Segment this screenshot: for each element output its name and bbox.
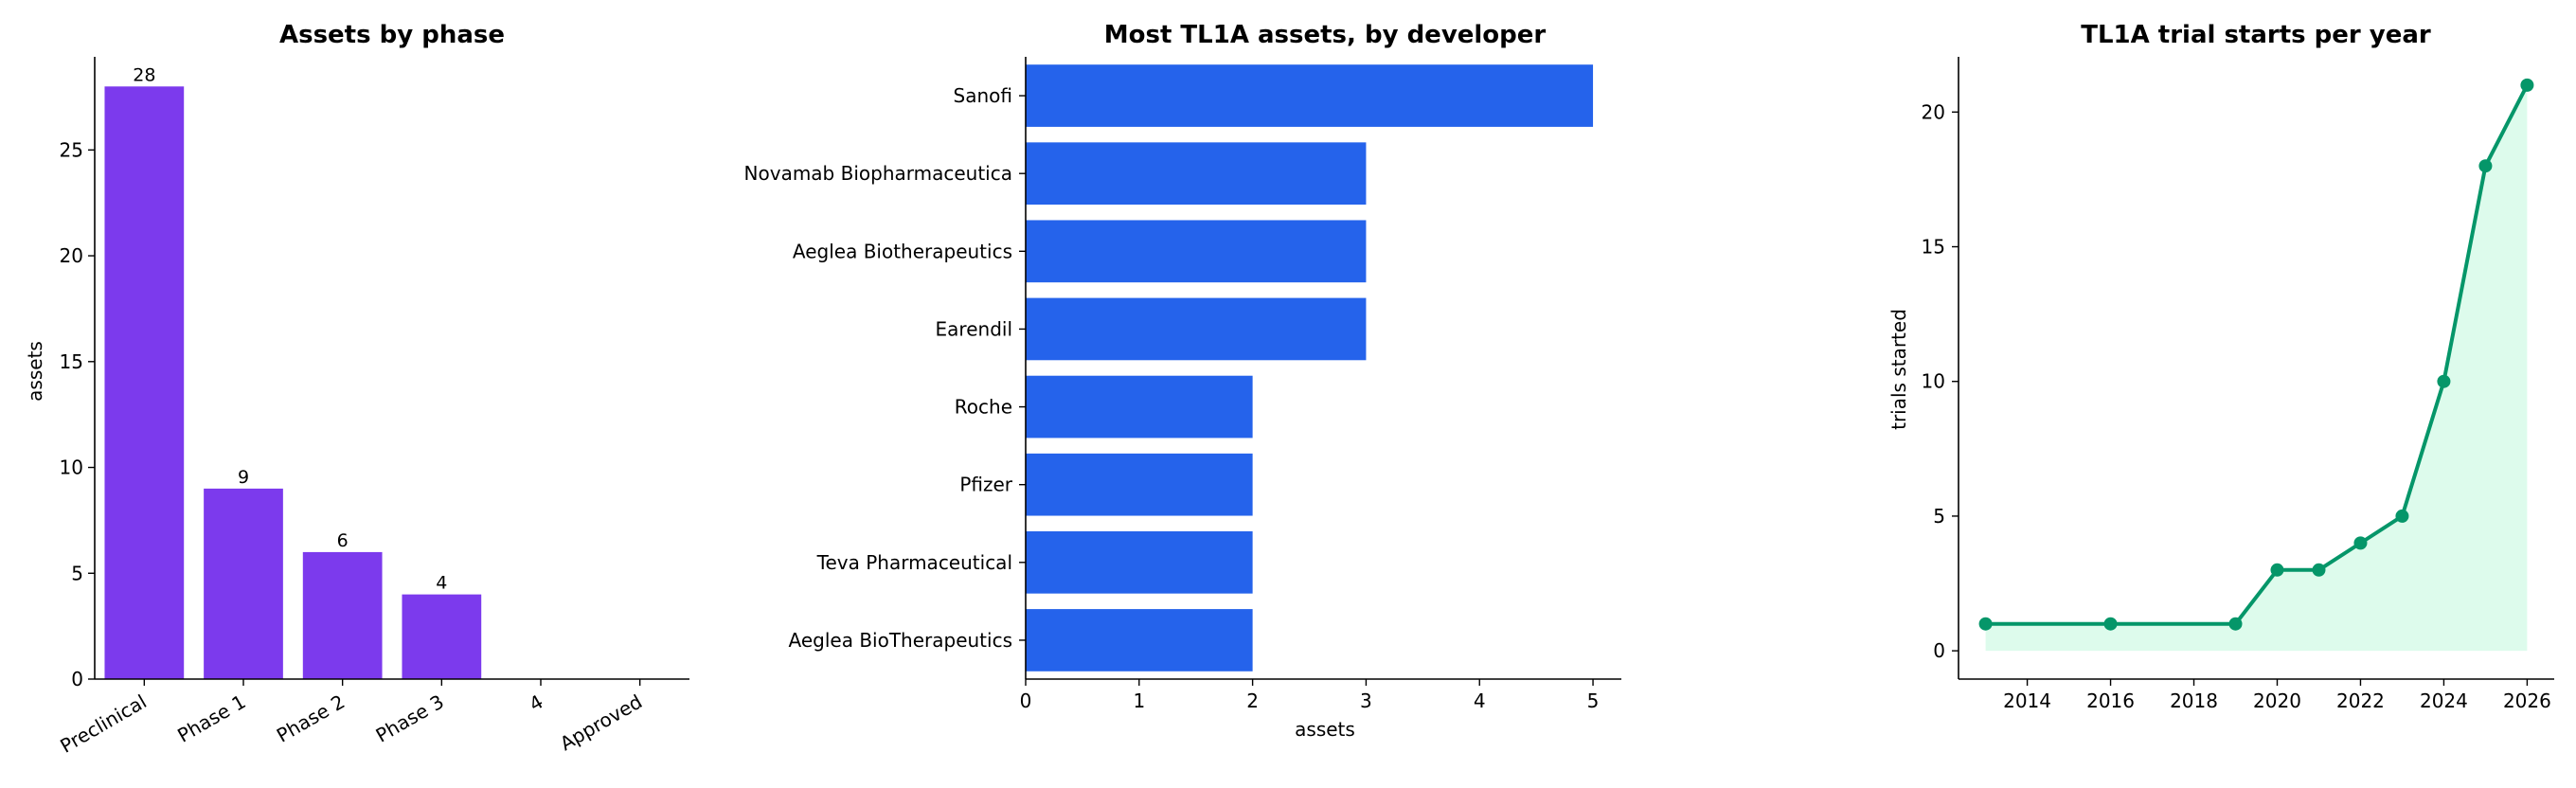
x-tick-label: 0 <box>1020 690 1032 712</box>
developer-bar <box>1026 297 1367 361</box>
chart2-title: Most TL1A assets, by developer <box>1104 21 1547 49</box>
data-point <box>2312 563 2326 577</box>
chart3-y-axis-label: trials started <box>1887 309 1910 430</box>
x-tick-label: Preclinical <box>56 690 150 758</box>
y-tick-label: 25 <box>60 138 83 161</box>
chart2-x-axis-label: assets <box>1295 718 1355 741</box>
y-tick-label: 5 <box>1933 505 1945 528</box>
developer-bar <box>1026 530 1253 594</box>
bar-data-label: 9 <box>238 467 249 488</box>
y-tick-label: 10 <box>60 457 83 479</box>
area-fill <box>1985 84 2528 652</box>
y-tick-label: 20 <box>1922 100 1945 123</box>
phase-bar <box>302 551 383 679</box>
x-tick-label: 3 <box>1360 690 1372 712</box>
data-point <box>2228 617 2243 631</box>
chart1-title: Assets by phase <box>279 21 505 49</box>
developer-bar <box>1026 375 1253 439</box>
developer-label: Aeglea Biotherapeutics <box>793 240 1012 262</box>
developer-bar <box>1026 609 1253 672</box>
developer-bar <box>1026 142 1367 206</box>
developer-label: Sanofi <box>954 84 1012 107</box>
bar-data-label: 4 <box>436 573 447 594</box>
y-tick-label: 0 <box>1933 639 1945 662</box>
chart3-title: TL1A trial starts per year <box>2081 21 2431 49</box>
bar-data-label: 6 <box>337 530 349 551</box>
phase-bar <box>104 86 185 680</box>
x-tick-label: 4 <box>525 690 546 716</box>
y-tick-label: 10 <box>1922 370 1945 393</box>
developer-bar <box>1026 453 1253 516</box>
data-point <box>2520 78 2534 92</box>
data-point <box>1978 617 1993 631</box>
x-tick-label: 2022 <box>2336 690 2385 712</box>
developer-bar <box>1026 64 1594 127</box>
y-tick-label: 20 <box>60 244 83 267</box>
x-tick-label: 2024 <box>2420 690 2468 712</box>
x-tick-label: Phase 1 <box>173 690 249 747</box>
x-tick-label: 2026 <box>2503 690 2551 712</box>
assets-by-phase-chart: Assets by phase assets 28 Preclinical 9 Pha… <box>24 21 689 758</box>
x-tick-label: Approved <box>556 690 646 756</box>
bar-data-label: 28 <box>133 64 155 85</box>
developer-label: Novamab Biopharmaceutica <box>744 162 1012 185</box>
assets-by-developer-chart: Most TL1A assets, by developer assets Sa… <box>744 21 1621 741</box>
x-tick-label: 2 <box>1246 690 1259 712</box>
data-point <box>2270 563 2284 577</box>
y-tick-label: 15 <box>60 350 83 373</box>
x-tick-label: 4 <box>1474 690 1486 712</box>
x-tick-label: 2014 <box>2003 690 2051 712</box>
data-point <box>2103 617 2118 631</box>
y-tick-label: 15 <box>1922 236 1945 259</box>
x-tick-label: 2016 <box>2086 690 2135 712</box>
developer-label: Aeglea BioTherapeutics <box>789 629 1012 652</box>
data-point <box>2395 509 2409 523</box>
x-tick-label: 2020 <box>2253 690 2301 712</box>
phase-bar <box>204 488 283 679</box>
data-point <box>2437 374 2451 388</box>
x-tick-label: 1 <box>1133 690 1145 712</box>
x-tick-label: 5 <box>1587 690 1600 712</box>
x-tick-label: 2018 <box>2170 690 2218 712</box>
x-tick-label: Phase 2 <box>273 690 349 747</box>
developer-label: Pfizer <box>959 474 1012 496</box>
series-line <box>1985 83 2530 626</box>
chart1-y-axis-label: assets <box>24 341 46 402</box>
x-tick-label: Phase 3 <box>372 690 448 747</box>
y-tick-label: 0 <box>71 668 83 690</box>
developer-label: Earendil <box>936 317 1012 340</box>
y-tick-label: 5 <box>71 562 83 584</box>
developer-bar <box>1026 220 1367 283</box>
developer-label: Roche <box>955 396 1012 419</box>
phase-bar <box>402 594 482 679</box>
data-point <box>2478 159 2493 173</box>
data-point <box>2353 536 2368 550</box>
trial-starts-chart: TL1A trial starts per year trials starte… <box>1887 21 2554 712</box>
developer-label: Teva Pharmaceutical <box>816 551 1012 574</box>
